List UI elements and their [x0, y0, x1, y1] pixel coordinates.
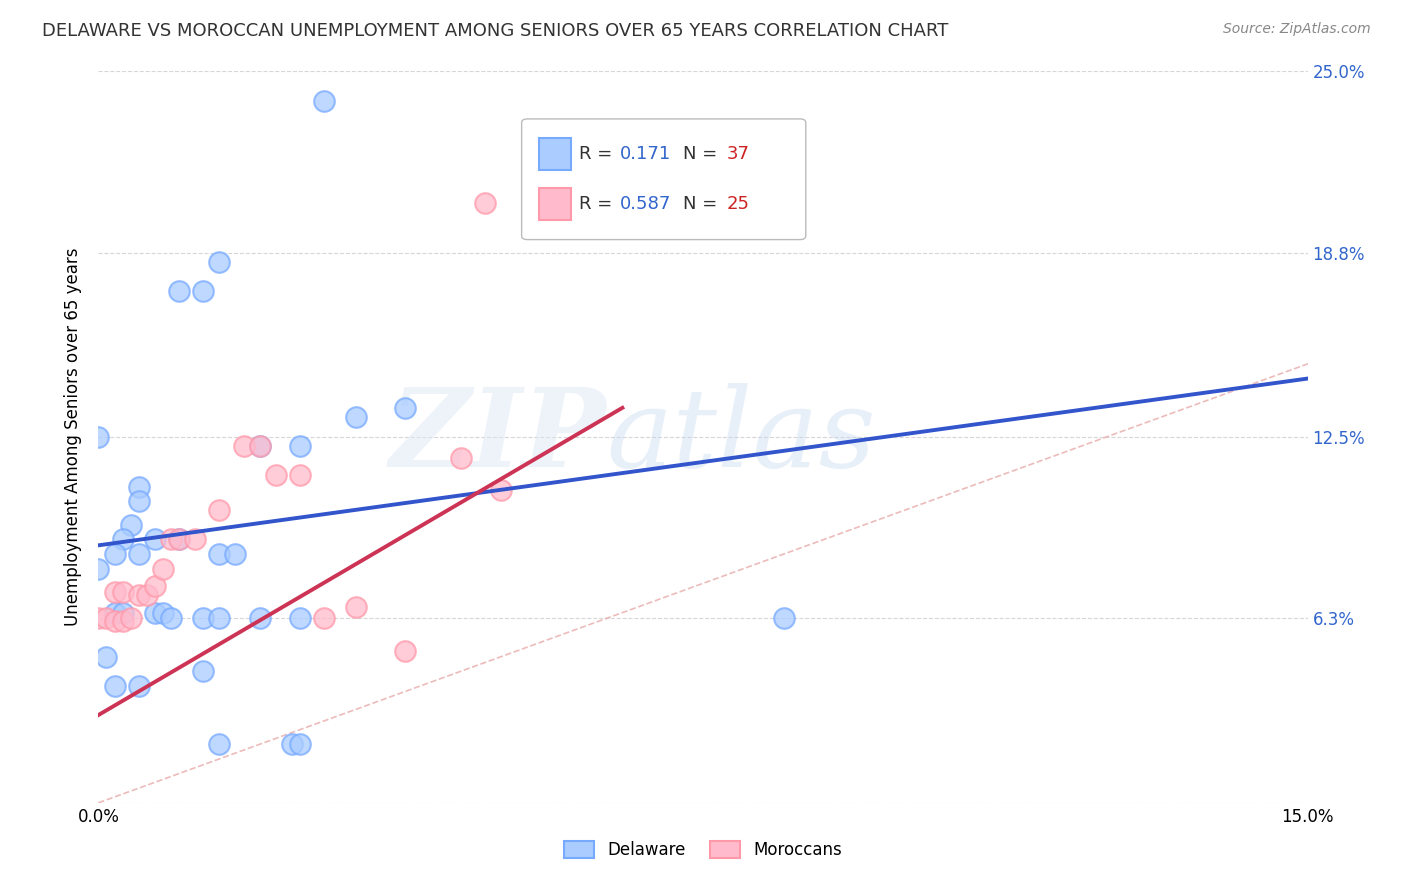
Text: 25: 25 — [727, 195, 749, 213]
Point — [314, 611, 336, 625]
Point — [288, 468, 311, 483]
Point — [160, 611, 183, 625]
Point — [103, 679, 125, 693]
Text: 0.587: 0.587 — [620, 195, 672, 213]
Point — [87, 611, 110, 625]
Point — [103, 585, 125, 599]
Point — [128, 494, 150, 508]
Point — [128, 679, 150, 693]
Point — [120, 611, 142, 625]
Point — [96, 611, 118, 625]
Point — [249, 439, 271, 453]
Point — [111, 585, 134, 599]
Point — [184, 533, 207, 547]
Point — [208, 503, 231, 517]
Y-axis label: Unemployment Among Seniors over 65 years: Unemployment Among Seniors over 65 years — [65, 248, 83, 626]
Point — [111, 606, 134, 620]
Text: ZIP: ZIP — [389, 384, 606, 491]
Point — [143, 579, 166, 593]
Text: R =: R = — [579, 145, 613, 163]
Point — [193, 664, 215, 678]
Point — [103, 606, 125, 620]
Point — [288, 611, 311, 625]
FancyBboxPatch shape — [538, 138, 571, 170]
Point — [128, 480, 150, 494]
FancyBboxPatch shape — [538, 188, 571, 220]
Point — [491, 483, 513, 497]
Point — [143, 533, 166, 547]
Point — [193, 611, 215, 625]
Point — [264, 468, 287, 483]
Point — [135, 588, 157, 602]
Point — [232, 439, 254, 453]
Point — [288, 737, 311, 751]
Legend: Delaware, Moroccans: Delaware, Moroccans — [555, 833, 851, 868]
Point — [87, 562, 110, 576]
Point — [281, 737, 304, 751]
Point — [249, 611, 271, 625]
Point — [249, 439, 271, 453]
Point — [152, 606, 174, 620]
Point — [152, 562, 174, 576]
Point — [394, 643, 416, 657]
Point — [344, 599, 367, 614]
Point — [208, 737, 231, 751]
Text: N =: N = — [683, 145, 717, 163]
Point — [120, 517, 142, 532]
Point — [143, 606, 166, 620]
Text: N =: N = — [683, 195, 717, 213]
Text: Source: ZipAtlas.com: Source: ZipAtlas.com — [1223, 22, 1371, 37]
Point — [96, 649, 118, 664]
Point — [167, 533, 190, 547]
Point — [450, 450, 472, 465]
Point — [208, 547, 231, 561]
Point — [208, 254, 231, 268]
Point — [167, 284, 190, 298]
Point — [208, 611, 231, 625]
Point — [103, 615, 125, 629]
Point — [87, 430, 110, 444]
Text: DELAWARE VS MOROCCAN UNEMPLOYMENT AMONG SENIORS OVER 65 YEARS CORRELATION CHART: DELAWARE VS MOROCCAN UNEMPLOYMENT AMONG … — [42, 22, 949, 40]
Text: R =: R = — [579, 195, 613, 213]
Point — [103, 547, 125, 561]
Point — [394, 401, 416, 415]
Point — [344, 409, 367, 424]
Point — [160, 533, 183, 547]
Point — [224, 547, 246, 561]
FancyBboxPatch shape — [522, 119, 806, 240]
Point — [128, 588, 150, 602]
Point — [111, 533, 134, 547]
Point — [128, 547, 150, 561]
Point — [772, 611, 794, 625]
Point — [474, 196, 496, 211]
Point — [193, 284, 215, 298]
Text: 37: 37 — [727, 145, 749, 163]
Point — [167, 533, 190, 547]
Text: atlas: atlas — [606, 384, 876, 491]
Point — [314, 94, 336, 108]
Point — [111, 615, 134, 629]
Point — [288, 439, 311, 453]
Text: 0.171: 0.171 — [620, 145, 672, 163]
